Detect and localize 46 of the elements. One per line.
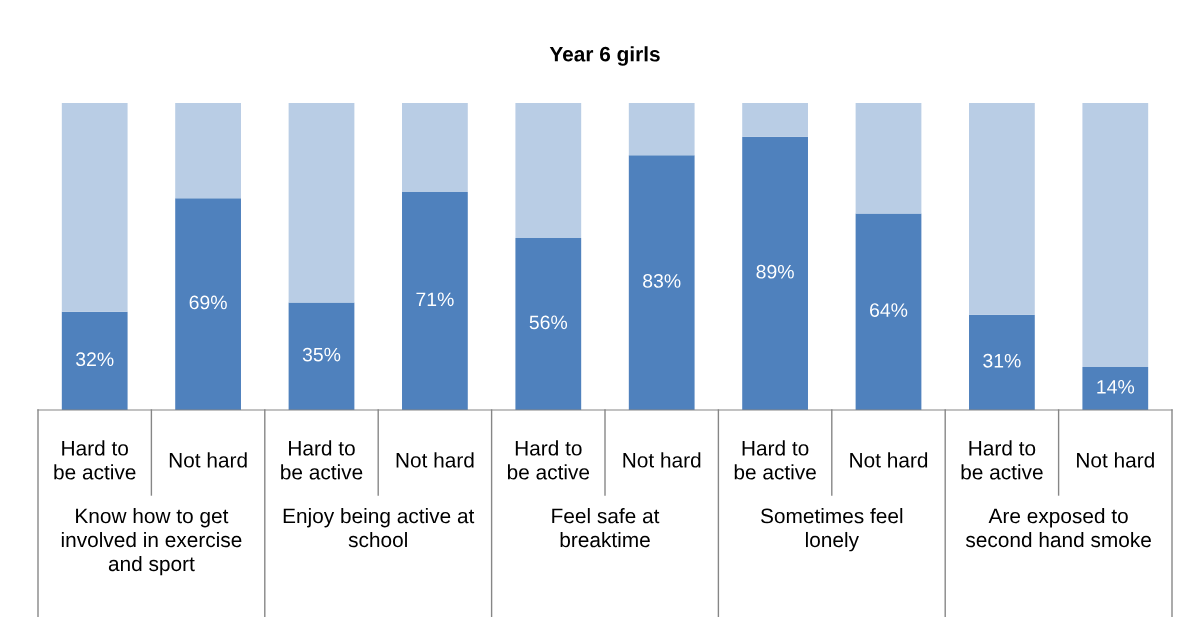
bar — [288, 302, 355, 410]
bar — [969, 103, 1035, 315]
data-label: 35% — [302, 347, 341, 362]
x-tick-label: Not hard — [396, 452, 474, 468]
text: Feel safe at breaktime — [552, 508, 660, 548]
bar — [1082, 367, 1149, 410]
text: Are exposed to second hand smoke — [965, 508, 1151, 548]
x-tick-label: Hard to be active — [54, 440, 136, 480]
x-tick-label: Not hard — [1077, 452, 1154, 468]
x-tick-label: Not hard — [169, 452, 247, 468]
data-label: 83% — [643, 274, 681, 288]
bar — [742, 103, 808, 137]
bar — [288, 103, 355, 303]
text: Enjoy being active at school — [283, 508, 475, 548]
bar — [402, 103, 468, 193]
bar — [628, 155, 695, 410]
x-tick-label: Hard to be active — [734, 440, 816, 480]
data-label: 89% — [756, 264, 794, 279]
data-label: 69% — [189, 295, 227, 310]
text: Sometimes feel lonely — [760, 508, 903, 552]
bar — [515, 103, 582, 239]
x-tick-label: Hard to be active — [507, 440, 590, 480]
chart-title: Year 6 girls — [549, 46, 660, 66]
bar — [61, 103, 128, 312]
bar — [969, 314, 1035, 410]
data-label: 56% — [529, 315, 568, 330]
bar — [855, 103, 922, 214]
data-label: 64% — [870, 303, 908, 317]
data-label: 32% — [75, 352, 114, 367]
x-tick-label: Not hard — [850, 452, 928, 468]
bar — [61, 311, 128, 410]
bar — [175, 198, 241, 410]
text: Know how to get involved in exercise and sport — [61, 508, 242, 576]
bar — [1082, 103, 1149, 368]
bar — [175, 103, 241, 199]
bar — [855, 213, 922, 410]
bar — [515, 238, 582, 410]
data-label: 31% — [983, 353, 1021, 368]
x-tick-label: Hard to be active — [281, 440, 363, 480]
bar — [402, 192, 468, 410]
x-tick-label: Hard to be active — [961, 440, 1043, 480]
x-tick-label: Not hard — [623, 452, 701, 468]
bar — [742, 136, 808, 410]
data-label: 14% — [1097, 380, 1135, 394]
data-label: 71% — [416, 292, 454, 307]
bar — [628, 103, 695, 156]
